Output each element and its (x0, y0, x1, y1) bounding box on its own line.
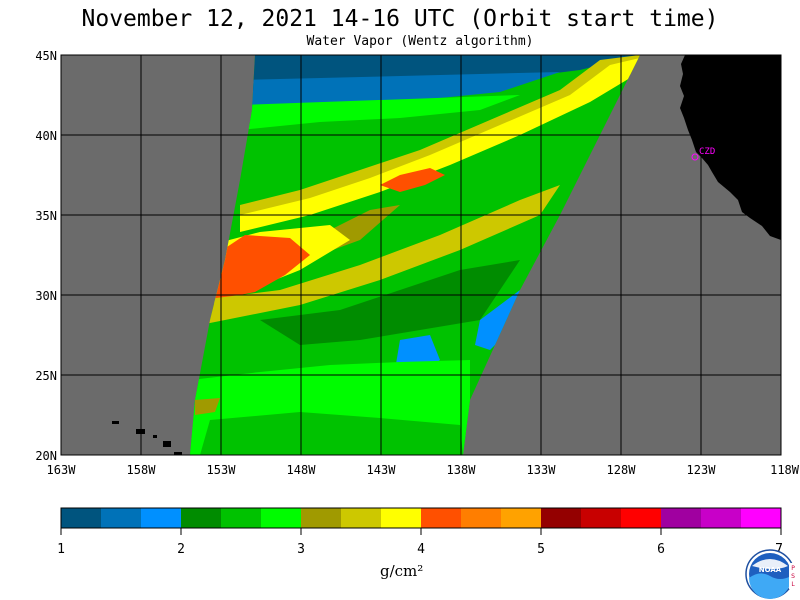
colorbar-swatch (621, 508, 662, 528)
lon-label: 148W (287, 463, 317, 477)
colorbar-tick-label: 7 (775, 542, 783, 557)
lon-label: 123W (687, 463, 717, 477)
land-hawaii (153, 435, 157, 438)
map-subtitle: Water Vapor (Wentz algorithm) (306, 34, 534, 49)
colorbar-tick-label: 4 (417, 542, 425, 557)
svg-text:L: L (791, 581, 795, 588)
lon-label: 118W (770, 463, 800, 477)
map-grid (61, 55, 781, 455)
colorbar-swatch (421, 508, 462, 528)
svg-text:S: S (791, 573, 795, 580)
lon-label: 138W (447, 463, 477, 477)
station-marker (691, 153, 699, 161)
noaa-logo-text: NOAA (759, 566, 782, 574)
colorbar-tick-label: 3 (297, 542, 305, 557)
colorbar-swatch (581, 508, 622, 528)
colorbar-swatch (221, 508, 262, 528)
station-label: CZD (699, 147, 716, 157)
colorbar-swatch (181, 508, 222, 528)
colorbar-swatch (61, 508, 102, 528)
lat-label: 30N (35, 289, 57, 303)
swath-band (240, 95, 520, 130)
colorbar-swatch (541, 508, 582, 528)
swath-band (195, 398, 220, 415)
svg-text:P: P (791, 565, 795, 572)
swath-band (200, 185, 560, 325)
colorbar (61, 508, 782, 528)
colorbar-swatch (101, 508, 142, 528)
lat-label: 25N (35, 369, 57, 383)
colorbar-swatch (741, 508, 782, 528)
land-hawaii (163, 441, 171, 447)
swath-band (215, 235, 310, 300)
land-california (680, 55, 781, 240)
lat-label: 45N (35, 49, 57, 63)
lon-label: 143W (367, 463, 397, 477)
land-hawaii (174, 452, 182, 455)
land-hawaii (112, 421, 119, 424)
colorbar-swatch (461, 508, 502, 528)
colorbar-swatch (381, 508, 422, 528)
lat-label: 40N (35, 129, 57, 143)
colorbar-tick-label: 6 (657, 542, 665, 557)
colorbar-swatch (701, 508, 742, 528)
swath-band (200, 412, 463, 455)
swath-band (380, 168, 445, 192)
colorbar-swatch (261, 508, 302, 528)
colorbar-tick-label: 2 (177, 542, 185, 557)
map-frame (60, 54, 782, 456)
colorbar-tick-label: 1 (57, 542, 65, 557)
lat-label: 20N (35, 449, 57, 463)
lon-label: 158W (127, 463, 157, 477)
colorbar-swatch (661, 508, 702, 528)
lon-label: 163W (47, 463, 77, 477)
lon-label: 128W (607, 463, 637, 477)
noaa-logo: NOAA (745, 549, 795, 599)
lon-label: 153W (207, 463, 237, 477)
lat-label: 35N (35, 209, 57, 223)
lon-label: 133W (527, 463, 557, 477)
map-title: November 12, 2021 14-16 UTC (Orbit start… (81, 6, 719, 32)
swath-band (260, 260, 520, 345)
swath-band (240, 72, 560, 110)
colorbar-swatch (141, 508, 182, 528)
swath-band (240, 58, 640, 232)
colorbar-units: g/cm² (380, 562, 424, 580)
colorbar-swatch (501, 508, 542, 528)
swath-band (475, 290, 520, 350)
swath-band (240, 55, 640, 225)
colorbar-swatch (341, 508, 382, 528)
colorbar-swatch (301, 508, 342, 528)
psl-mark: P S L (789, 563, 797, 589)
colorbar-tick-label: 5 (537, 542, 545, 557)
